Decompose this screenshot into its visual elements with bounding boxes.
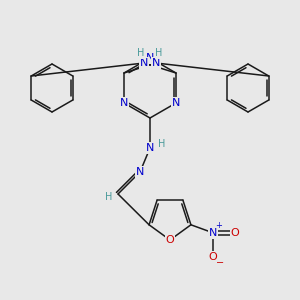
Text: H: H — [155, 48, 163, 58]
Text: +: + — [215, 221, 222, 230]
Text: N: N — [146, 53, 154, 63]
Text: O: O — [166, 235, 174, 245]
Text: N: N — [120, 98, 128, 108]
Text: O: O — [230, 228, 239, 238]
Text: H: H — [158, 139, 166, 149]
Text: N: N — [136, 167, 144, 177]
Text: N: N — [140, 58, 148, 68]
Text: N: N — [146, 143, 154, 153]
Text: −: − — [216, 258, 224, 268]
Text: N: N — [209, 228, 217, 238]
Text: N: N — [172, 98, 180, 108]
Text: H: H — [105, 192, 113, 202]
Text: H: H — [137, 48, 145, 58]
Text: N: N — [152, 58, 160, 68]
Text: O: O — [208, 252, 217, 262]
